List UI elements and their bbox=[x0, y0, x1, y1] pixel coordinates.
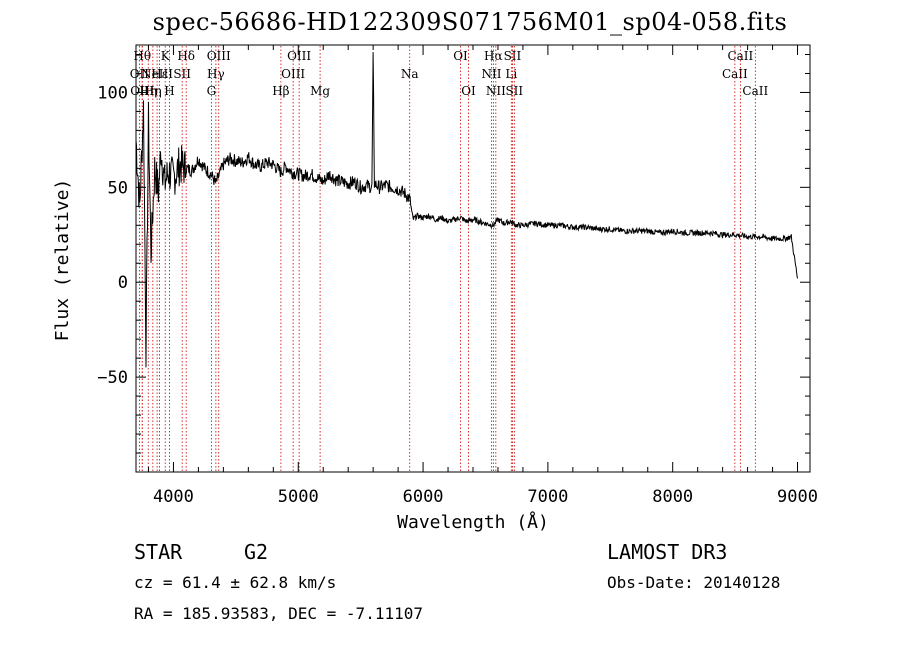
line-label: OIII bbox=[281, 67, 305, 81]
y-axis-label: Flux (relative) bbox=[52, 179, 73, 342]
line-label: Li bbox=[505, 67, 517, 81]
x-tick-label: 9000 bbox=[777, 487, 818, 507]
line-label: OI bbox=[461, 84, 476, 98]
x-tick-label: 4000 bbox=[153, 487, 194, 507]
line-label: CaII bbox=[727, 49, 753, 63]
y-tick-label: 50 bbox=[108, 178, 128, 198]
line-label: Hθ bbox=[133, 49, 151, 63]
object-subclass: G2 bbox=[244, 540, 269, 564]
line-label: Hβ bbox=[272, 84, 289, 98]
line-label: CaII bbox=[742, 84, 768, 98]
line-label: OIII bbox=[287, 49, 311, 63]
line-label: OI bbox=[453, 49, 468, 63]
line-label: OIII bbox=[207, 49, 231, 63]
x-axis-label: Wavelength (Å) bbox=[397, 511, 549, 533]
line-label: Hη bbox=[139, 84, 157, 98]
obs-date: Obs-Date: 20140128 bbox=[607, 573, 781, 592]
line-label: CaII bbox=[722, 67, 748, 81]
line-label: G bbox=[207, 84, 217, 98]
line-label: Hε bbox=[151, 67, 168, 81]
line-label: OII bbox=[130, 67, 150, 81]
line-label: NII bbox=[486, 84, 506, 98]
y-tick-label: 0 bbox=[118, 273, 128, 293]
y-tick-label: 100 bbox=[97, 83, 128, 103]
line-label: NII bbox=[481, 67, 501, 81]
line-label: SII bbox=[505, 84, 523, 98]
line-label: SII bbox=[173, 67, 191, 81]
x-tick-label: 6000 bbox=[403, 487, 444, 507]
redshift-readout: cz = 61.4 ± 62.8 km/s bbox=[134, 573, 337, 592]
line-label: Na bbox=[401, 67, 419, 81]
line-label: Hη bbox=[144, 84, 162, 98]
survey-label: LAMOST DR3 bbox=[607, 540, 728, 564]
ra-dec-readout: RA = 185.93583, DEC = -7.11107 bbox=[134, 604, 423, 623]
line-label: H bbox=[164, 84, 174, 98]
plot-frame bbox=[135, 44, 811, 473]
chart-title: spec-56686-HD122309S071756M01_sp04-058.f… bbox=[152, 8, 788, 36]
x-tick-label: 5000 bbox=[278, 487, 319, 507]
x-tick-label: 8000 bbox=[652, 487, 693, 507]
spectrum-line bbox=[135, 52, 798, 368]
y-tick-label: −50 bbox=[97, 368, 128, 388]
line-label: K bbox=[161, 49, 171, 63]
line-label: Mg bbox=[310, 84, 330, 98]
line-label: Hα bbox=[484, 49, 503, 63]
x-tick-label: 7000 bbox=[527, 487, 568, 507]
line-label: SII bbox=[504, 49, 522, 63]
line-label: Hδ bbox=[177, 49, 195, 63]
object-class: STAR bbox=[134, 540, 183, 564]
line-label: Hγ bbox=[207, 67, 225, 81]
